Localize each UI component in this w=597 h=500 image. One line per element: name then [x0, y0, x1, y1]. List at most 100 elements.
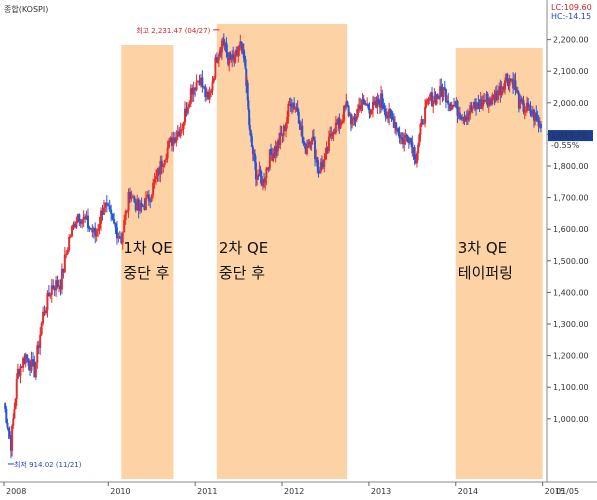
- candle-body: [477, 102, 480, 107]
- candle-body: [332, 132, 335, 135]
- candle-body: [405, 135, 408, 137]
- candle-body: [34, 362, 37, 378]
- candle-body: [133, 196, 136, 202]
- candle-body: [282, 126, 285, 136]
- candle-body: [36, 345, 39, 363]
- candle-body: [274, 146, 277, 156]
- candle-body: [113, 218, 116, 224]
- candle-body: [104, 202, 107, 208]
- candle-body: [359, 105, 362, 109]
- candle-body: [398, 134, 401, 139]
- candle-body: [300, 125, 303, 130]
- candle-body: [366, 104, 369, 106]
- candle-body: [508, 79, 511, 87]
- candle-body: [139, 202, 142, 211]
- candle-body: [417, 144, 420, 154]
- candle-body: [73, 223, 76, 228]
- candle-body: [254, 162, 257, 180]
- candle-body: [446, 100, 449, 103]
- candle-body: [455, 101, 458, 107]
- candle-body: [499, 86, 502, 95]
- candle-body: [529, 105, 532, 114]
- candle-body: [107, 204, 110, 206]
- last-value-label: 1,915.75: [551, 131, 587, 140]
- band-label-line2: 중단 후: [123, 264, 169, 282]
- candle-body: [327, 136, 330, 152]
- candle-body: [283, 126, 286, 132]
- candle-body: [368, 108, 371, 114]
- candle-body: [531, 109, 534, 116]
- candle-body: [307, 146, 310, 148]
- candle-body: [58, 285, 61, 288]
- candle-body: [286, 116, 289, 124]
- candle-body: [27, 358, 30, 366]
- candle-body: [409, 138, 412, 143]
- candle-body: [217, 55, 220, 60]
- candle-body: [131, 196, 134, 198]
- candle-body: [513, 80, 516, 89]
- candle-body: [436, 94, 439, 98]
- candle-body: [88, 227, 91, 229]
- candle-body: [319, 162, 322, 172]
- candle-body: [369, 113, 372, 115]
- candle-body: [16, 368, 19, 380]
- candle-body: [301, 125, 304, 138]
- candle-body: [527, 102, 530, 108]
- candle-body: [208, 92, 211, 100]
- candle-body: [228, 52, 231, 65]
- candle-body: [6, 422, 9, 428]
- candle-body: [156, 168, 159, 177]
- candle-body: [165, 158, 168, 160]
- candle-body: [380, 93, 383, 108]
- candle-body: [385, 115, 388, 118]
- candle-body: [204, 86, 207, 97]
- candle-body: [50, 285, 53, 296]
- candle-body: [207, 91, 210, 100]
- candle-body: [538, 123, 541, 127]
- high-annotation: 최고 2,231.47 (04/27): [136, 26, 210, 35]
- candle-body: [374, 100, 377, 106]
- candle-body: [303, 142, 306, 144]
- candle-body: [235, 50, 238, 52]
- right-axis-date: 01/05: [556, 487, 579, 496]
- candle-body: [170, 137, 173, 146]
- candle-body: [515, 90, 518, 92]
- candle-body: [377, 98, 380, 104]
- candle-body: [432, 101, 435, 107]
- candle-body: [346, 101, 349, 106]
- candle-body: [253, 153, 256, 163]
- candle-body: [52, 285, 55, 289]
- candle-body: [490, 100, 493, 104]
- candle-body: [242, 49, 245, 59]
- candle-body: [234, 51, 237, 63]
- candle-body: [15, 379, 18, 400]
- candle-body: [146, 194, 149, 198]
- candle-body: [250, 136, 253, 148]
- candle-body: [468, 113, 471, 115]
- candle-body: [526, 102, 529, 111]
- candle-body: [246, 82, 249, 101]
- candle-body: [137, 199, 140, 211]
- candle-body: [231, 54, 234, 61]
- candle-body: [384, 111, 387, 118]
- candle-body: [534, 112, 537, 121]
- candle-body: [179, 129, 182, 137]
- candle-body: [530, 113, 533, 116]
- candle-body: [172, 137, 175, 146]
- candle-body: [305, 146, 308, 154]
- candle-body: [403, 137, 406, 145]
- candle-body: [435, 94, 438, 104]
- candle-body: [140, 202, 143, 206]
- candle-body: [481, 99, 484, 107]
- candle-body: [120, 238, 123, 244]
- candle-body: [184, 108, 186, 123]
- candle-body: [509, 79, 512, 81]
- candle-body: [415, 153, 418, 164]
- candle-body: [95, 231, 98, 237]
- candle-body: [293, 103, 296, 109]
- candle-body: [367, 104, 370, 109]
- candle-body: [147, 194, 150, 201]
- candle-body: [514, 80, 517, 91]
- candle-body: [94, 228, 97, 237]
